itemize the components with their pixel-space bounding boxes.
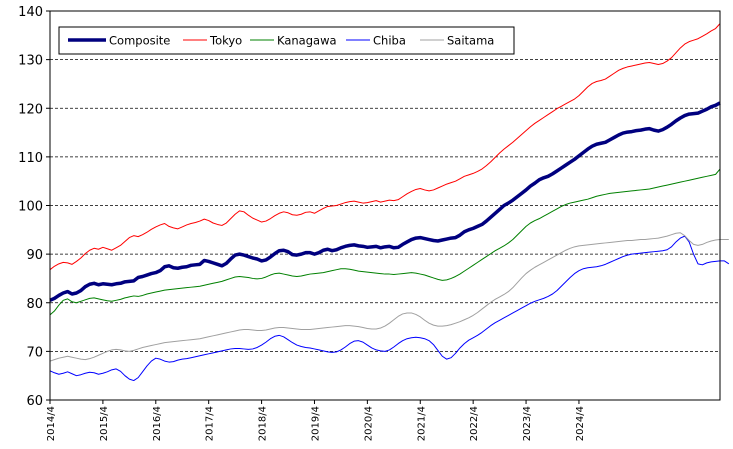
y-tick-label: 130 bbox=[18, 54, 43, 69]
x-tick-label: 2014/4 bbox=[46, 406, 57, 441]
y-tick-label: 90 bbox=[26, 248, 43, 263]
y-tick-label: 60 bbox=[26, 394, 43, 409]
x-tick-label: 2021/4 bbox=[416, 406, 427, 441]
gridlines bbox=[50, 59, 720, 352]
legend-label-composite: Composite bbox=[109, 34, 170, 48]
series-line-tokyo bbox=[49, 23, 721, 271]
y-tick-label: 70 bbox=[26, 345, 43, 360]
series-line-chiba bbox=[49, 235, 730, 382]
x-tick-label: 2024/4 bbox=[575, 406, 586, 441]
x-axis-ticks: 2014/4 2015/4 2016/4 2017/4 2018/4 2019/4 2020… bbox=[46, 400, 586, 441]
y-tick-label: 110 bbox=[18, 151, 43, 166]
series-line-composite bbox=[49, 101, 721, 302]
legend-label-kanagawa: Kanagawa bbox=[277, 34, 337, 48]
y-tick-label: 100 bbox=[18, 200, 43, 215]
y-axis-ticks: 60 70 80 90 100 110 120 130 140 bbox=[18, 5, 50, 409]
legend-label-tokyo: Tokyo bbox=[209, 34, 242, 48]
series-line-kanagawa bbox=[49, 168, 721, 316]
x-tick-label: 2020/4 bbox=[363, 406, 374, 441]
x-tick-label: 2015/4 bbox=[99, 406, 110, 441]
legend: Composite Tokyo Kanagawa Chiba Saitama bbox=[58, 26, 515, 55]
y-tick-label: 80 bbox=[26, 297, 43, 312]
legend-label-chiba: Chiba bbox=[373, 34, 406, 48]
x-tick-label: 2023/4 bbox=[522, 406, 533, 441]
x-tick-label: 2022/4 bbox=[469, 406, 480, 441]
y-tick-label: 140 bbox=[18, 5, 43, 20]
x-tick-label: 2018/4 bbox=[258, 406, 269, 441]
y-tick-label: 120 bbox=[18, 102, 43, 117]
series-line-saitama bbox=[49, 232, 729, 362]
x-tick-label: 2016/4 bbox=[152, 406, 163, 441]
x-tick-label: 2017/4 bbox=[205, 406, 216, 441]
series-lines bbox=[49, 23, 730, 382]
legend-label-saitama: Saitama bbox=[447, 34, 494, 48]
x-tick-label: 2019/4 bbox=[310, 406, 321, 441]
